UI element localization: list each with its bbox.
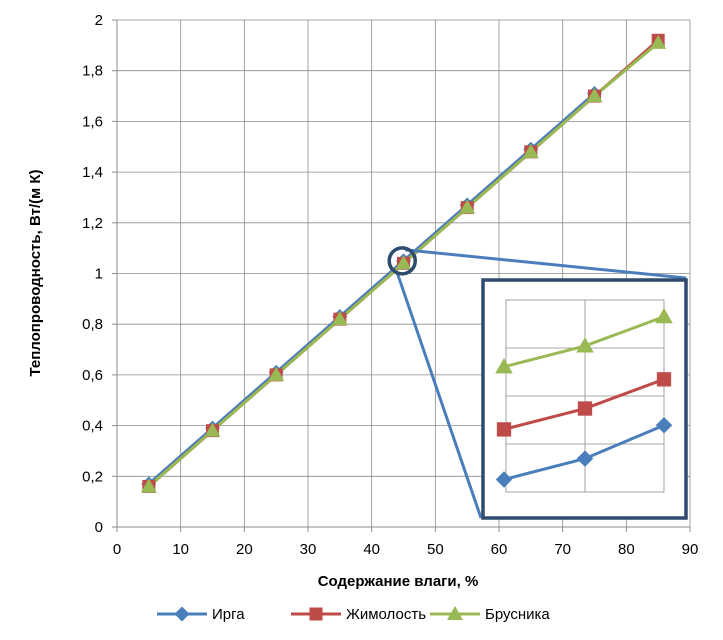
x-tick-label: 10 xyxy=(172,541,189,558)
inset-data-point xyxy=(655,416,673,434)
inset-frame xyxy=(481,278,688,520)
legend-label: Жимолость xyxy=(346,606,426,623)
x-tick-label: 40 xyxy=(363,541,380,558)
legend-label: Ирга xyxy=(212,606,245,623)
legend-marker xyxy=(447,606,463,620)
data-point xyxy=(204,422,221,437)
inset-data-point xyxy=(495,357,513,374)
data-point xyxy=(268,366,285,381)
x-tick-label: 0 xyxy=(113,541,121,558)
x-tick-label: 70 xyxy=(554,541,571,558)
data-point xyxy=(459,199,476,214)
y-tick-label: 1,4 xyxy=(82,164,103,181)
x-tick-label: 50 xyxy=(427,541,444,558)
zoom-inset xyxy=(481,278,688,520)
inset-data-point xyxy=(495,471,513,488)
zoom-highlight-circle xyxy=(387,246,417,276)
data-point xyxy=(140,478,157,493)
inset-data-point xyxy=(576,337,594,353)
y-tick-label: 0,2 xyxy=(82,468,103,485)
y-tick-label: 2 xyxy=(95,12,103,29)
x-tick-label: 20 xyxy=(236,541,253,558)
y-tick-label: 0,4 xyxy=(82,418,103,435)
x-axis-title: Содержание влаги, % xyxy=(318,573,479,590)
y-tick-label: 0 xyxy=(95,519,103,536)
legend: Ирга Жимолость Брусника xyxy=(157,606,550,623)
data-point xyxy=(331,311,348,326)
zoom-connector-line xyxy=(405,248,687,280)
legend-label: Брусника xyxy=(485,606,550,623)
y-tick-label: 0,6 xyxy=(82,367,103,384)
inset-data-point xyxy=(655,307,673,324)
y-tick-label: 1,2 xyxy=(82,215,103,232)
y-tick-label: 1 xyxy=(95,266,103,283)
data-point xyxy=(522,143,539,158)
x-tick-label: 60 xyxy=(491,541,508,558)
data-point xyxy=(586,88,603,103)
series-line xyxy=(147,92,596,486)
y-axis-title: Теплопроводность, Вт/(м К) xyxy=(27,169,44,376)
zoom-callout xyxy=(387,246,687,519)
x-tick-label: 90 xyxy=(682,541,699,558)
axes xyxy=(112,19,691,532)
data-series xyxy=(140,33,667,493)
inset-data-point xyxy=(656,372,672,387)
y-tick-label: 0,8 xyxy=(82,316,103,333)
x-tick-labels: 0 10 20 30 40 50 60 70 80 90 xyxy=(113,541,699,558)
inset-data-point xyxy=(496,422,512,437)
y-tick-label: 1,6 xyxy=(82,113,103,130)
legend-marker xyxy=(174,606,190,622)
x-tick-label: 30 xyxy=(300,541,317,558)
y-tick-label: 1,8 xyxy=(82,63,103,80)
inset-data-point xyxy=(577,401,593,416)
y-tick-labels: 0 0,2 0,4 0,6 0,8 1 1,2 1,4 1,6 1,8 2 xyxy=(82,12,103,536)
x-tick-label: 80 xyxy=(618,541,635,558)
inset-data-point xyxy=(576,450,594,467)
data-point xyxy=(395,255,412,270)
zoom-connector-line xyxy=(395,272,483,519)
legend-marker xyxy=(309,607,323,621)
data-point xyxy=(650,34,667,49)
